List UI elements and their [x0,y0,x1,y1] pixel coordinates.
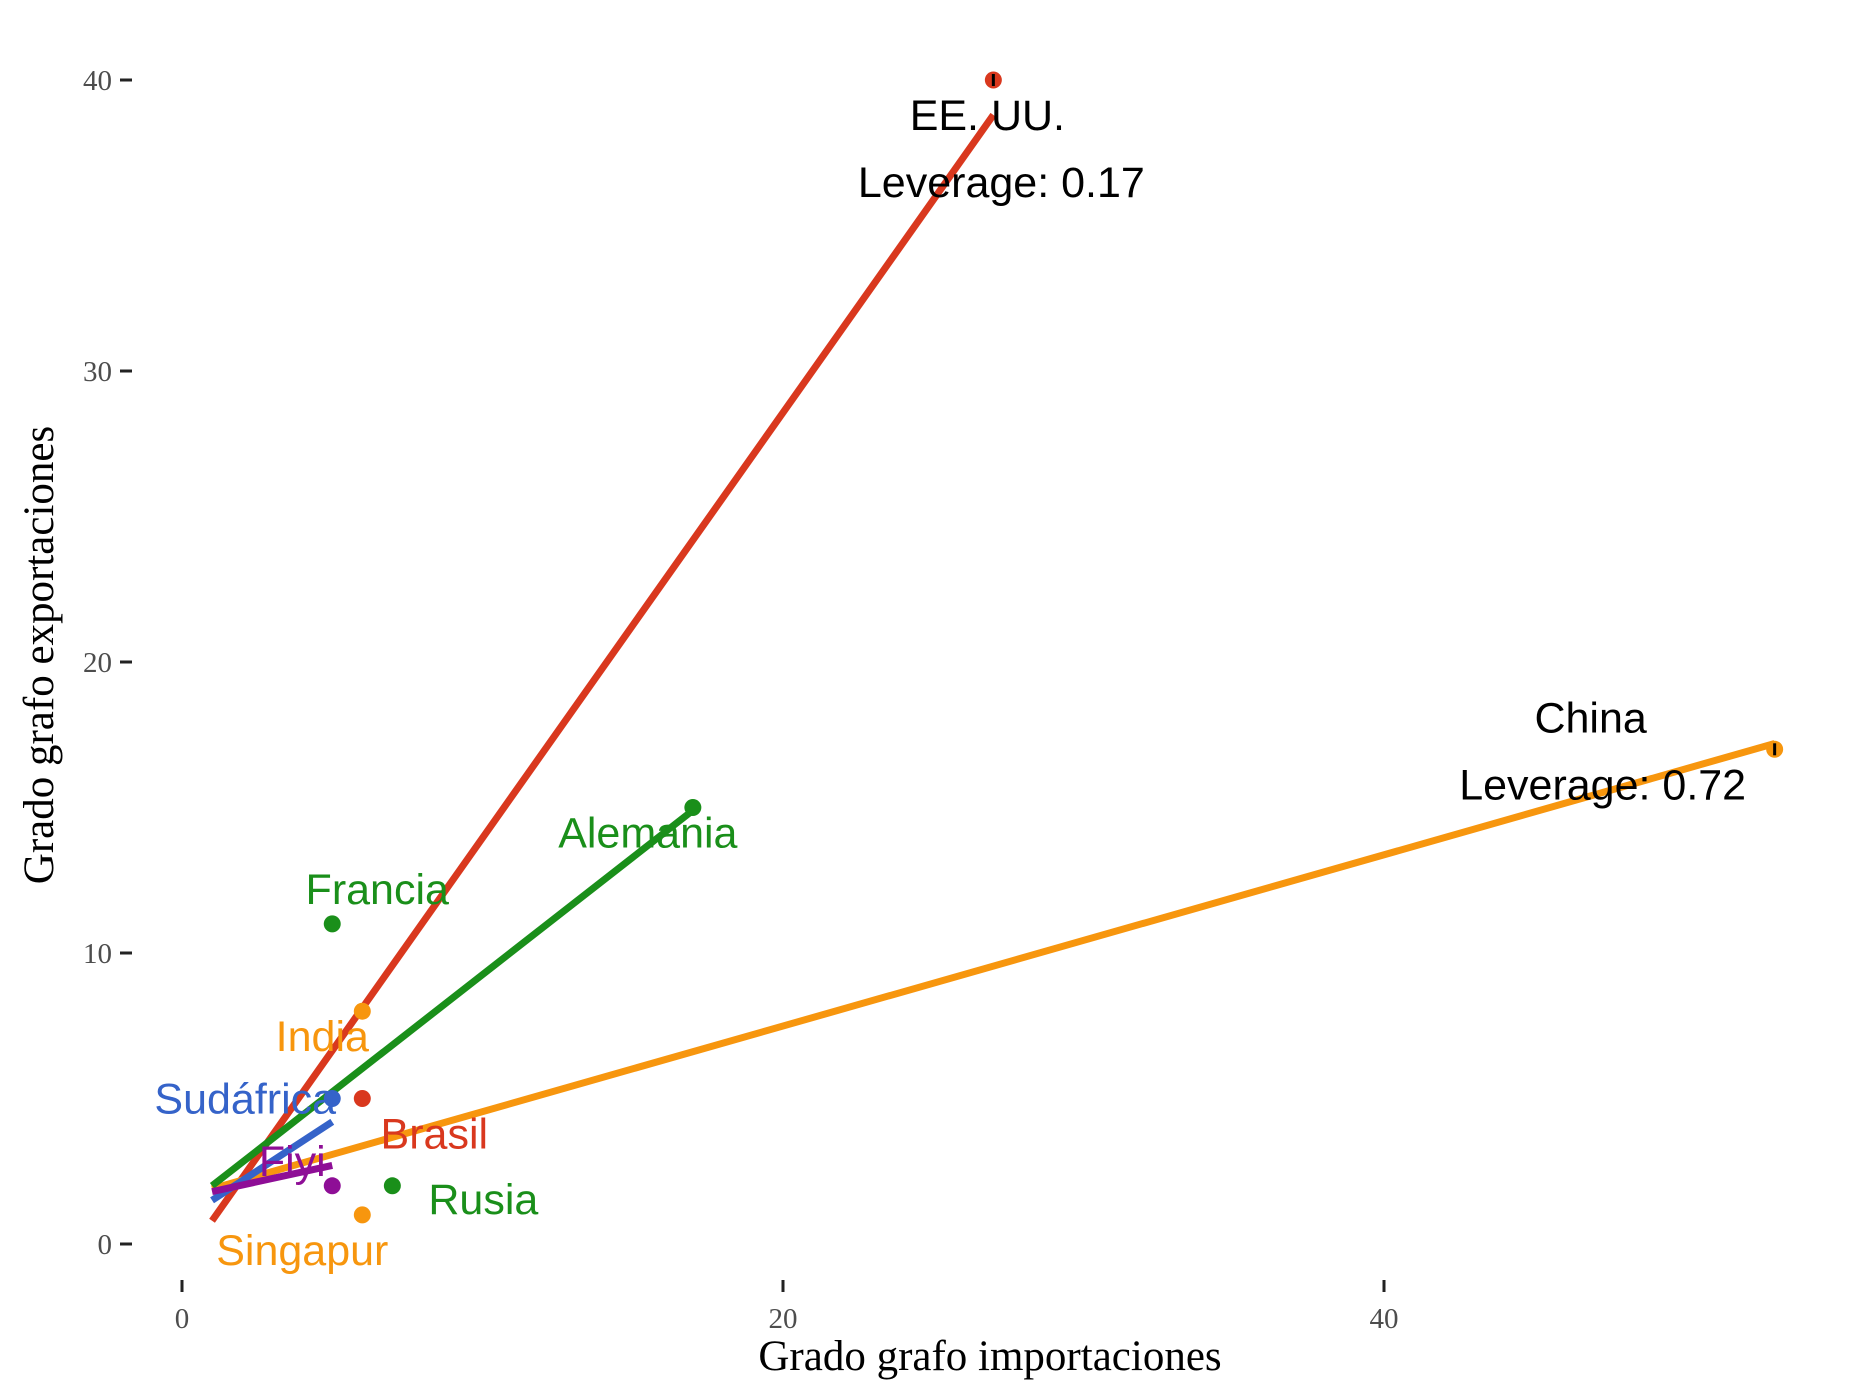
data-point [353,1090,371,1107]
fit-line-1 [211,740,1776,1193]
point-label: Brasil [381,1111,489,1159]
annotation-name: China [1534,694,1646,742]
x-axis-title: Grado grafo importaciones [758,1333,1221,1380]
y-tick-label: 30 [83,356,112,388]
y-tick-label: 0 [98,1229,113,1261]
point-label: Francia [306,866,449,914]
fit-line-2 [209,807,696,1189]
y-axis-title: Grado grafo exportaciones [16,426,63,884]
data-point [323,1090,341,1107]
y-tick-label: 10 [83,938,112,970]
data-point [353,1002,371,1020]
data-point [353,1206,371,1224]
x-tick-label: 20 [769,1303,798,1335]
data-point [383,1177,401,1195]
y-tick-label: 40 [83,65,112,97]
axes: 0 10 20 30 40 0 20 40 [83,65,1399,1335]
data-points [323,71,1784,1224]
x-tick-label: 0 [175,1303,190,1335]
annotation-name: EE. UU. [910,92,1065,140]
point-label: Sudáfrica [154,1076,336,1124]
x-tick-label: 40 [1370,1303,1399,1335]
point-label: Singapur [216,1227,388,1275]
fit-line-4 [211,1162,333,1196]
annotation-leverage: Leverage: 0.17 [858,159,1145,207]
data-point [684,799,702,816]
point-labels: Alemania Francia India Sudáfrica Brasil Fiyi R… [154,810,737,1275]
y-tick-label: 20 [83,647,112,679]
point-label: Rusia [428,1176,538,1224]
annotation-leverage: Leverage: 0.72 [1459,761,1746,809]
fit-line-0 [209,112,997,1223]
point-label: India [276,1013,369,1061]
data-point [323,1177,341,1195]
point-label: Alemania [558,810,737,858]
point-label: Fiyi [259,1138,326,1186]
fit-lines [209,112,1776,1223]
data-point [323,915,341,933]
annotations: EE. UU. Leverage: 0.17 China Leverage: 0.72 [858,74,1777,809]
